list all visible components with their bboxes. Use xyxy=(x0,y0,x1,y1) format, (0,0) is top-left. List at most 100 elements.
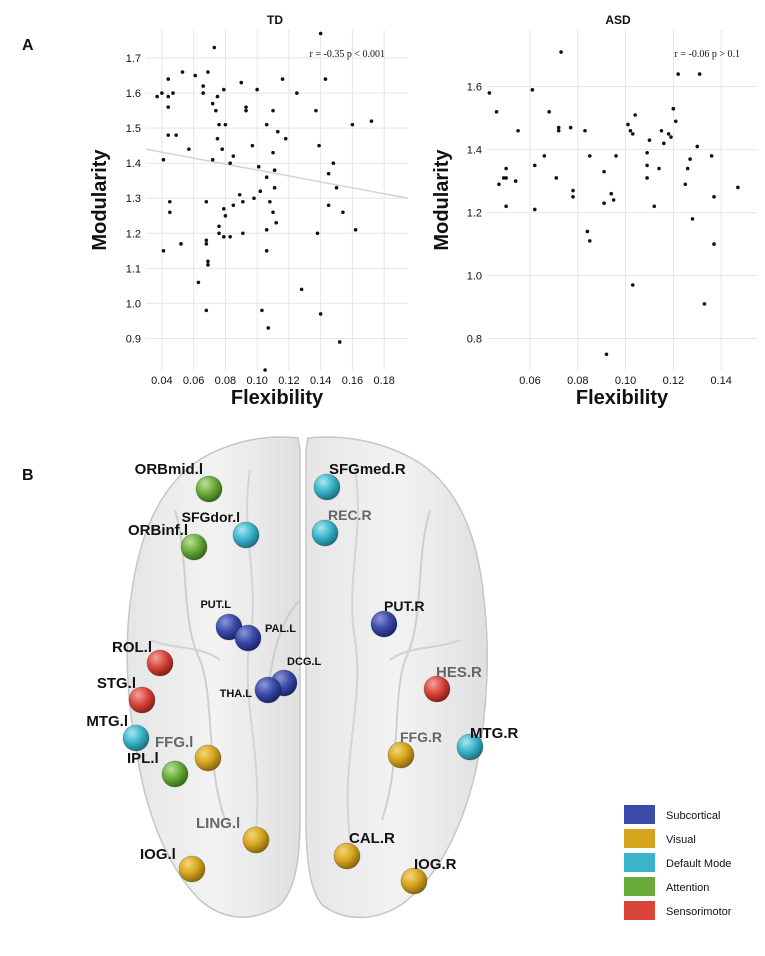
data-point xyxy=(695,144,700,149)
data-point xyxy=(712,195,716,199)
data-point xyxy=(626,122,630,127)
data-point xyxy=(709,154,714,158)
data-point xyxy=(206,263,210,267)
data-point xyxy=(504,204,508,209)
label-ling-l: LING.l xyxy=(196,815,240,832)
node-pal-l xyxy=(234,624,262,652)
label-mtg-l: MTG.l xyxy=(86,713,128,730)
data-point xyxy=(161,249,166,253)
legend-swatch-default_mode xyxy=(624,853,655,872)
x-tick-label: 0.10 xyxy=(615,375,636,387)
node-iog-l xyxy=(178,855,206,883)
data-point xyxy=(268,199,272,204)
y-tick-label: 1.0 xyxy=(467,271,482,283)
data-point xyxy=(155,94,159,99)
data-point xyxy=(201,91,205,95)
data-point xyxy=(280,77,285,81)
data-point xyxy=(314,108,318,113)
data-point xyxy=(571,188,575,193)
data-point xyxy=(318,312,323,316)
data-point xyxy=(337,340,342,344)
label-pal-l: PAL.L xyxy=(265,623,296,635)
data-point xyxy=(196,280,201,285)
data-point xyxy=(272,185,277,190)
data-point xyxy=(645,176,649,180)
x-tick-label: 0.16 xyxy=(342,375,363,387)
node-tha-l xyxy=(254,676,282,704)
legend-label-visual: Visual xyxy=(666,834,696,846)
y-tick-label: 1.7 xyxy=(126,53,141,65)
data-point xyxy=(326,171,331,176)
data-point xyxy=(266,326,271,330)
data-point xyxy=(241,199,245,204)
data-point xyxy=(585,229,590,234)
data-point xyxy=(214,108,218,113)
plot-area xyxy=(146,30,408,370)
data-point xyxy=(204,308,209,313)
label-mtg-r: MTG.R xyxy=(470,725,518,742)
data-point xyxy=(250,143,255,148)
data-point xyxy=(187,147,191,151)
label-cal-r: CAL.R xyxy=(349,830,395,847)
data-point xyxy=(554,176,559,180)
data-point xyxy=(275,129,280,134)
node-ffg-r xyxy=(387,741,415,769)
x-tick-label: 0.04 xyxy=(151,375,172,387)
data-point xyxy=(166,94,171,99)
data-point xyxy=(228,235,232,239)
legend-swatch-subcortical xyxy=(624,805,655,824)
label-stg-l: STG.l xyxy=(97,675,136,692)
data-point xyxy=(611,198,616,202)
data-point xyxy=(630,283,635,287)
data-point xyxy=(166,133,171,137)
td-scatter-chart: 0.04 0.06 0.08 0.10 0.12 0.14 0.16 0.18 0.9 1.0 1.… xyxy=(89,13,409,409)
data-point xyxy=(271,210,275,215)
data-point xyxy=(341,210,345,215)
data-point xyxy=(669,135,673,139)
x-tick-label: 0.12 xyxy=(663,375,684,387)
legend-label-attention: Attention xyxy=(666,882,709,894)
data-point xyxy=(166,77,171,81)
label-hes-r: HES.R xyxy=(436,664,482,681)
x-tick-label: 0.06 xyxy=(519,375,540,387)
y-tick-label: 1.3 xyxy=(126,193,141,205)
data-point xyxy=(736,185,740,190)
data-point xyxy=(244,105,248,109)
data-point xyxy=(676,72,680,76)
data-point xyxy=(334,185,339,190)
node-rol-l xyxy=(146,649,174,677)
data-point xyxy=(264,227,269,232)
data-point xyxy=(231,203,236,208)
x-tick-label: 0.08 xyxy=(567,375,588,387)
data-point xyxy=(504,176,508,180)
node-mtg-r xyxy=(456,733,484,761)
data-point xyxy=(602,201,606,205)
node-ipl-l xyxy=(161,760,189,788)
data-point xyxy=(271,108,275,113)
data-point xyxy=(239,80,244,85)
data-point xyxy=(331,161,336,165)
node-put-r xyxy=(370,610,398,638)
data-point xyxy=(272,168,277,173)
y-tick-label: 1.6 xyxy=(467,82,482,94)
data-point xyxy=(609,191,614,196)
x-tick-label: 0.06 xyxy=(183,375,204,387)
data-point xyxy=(697,72,702,76)
data-point xyxy=(204,238,209,243)
data-point xyxy=(633,113,637,117)
data-point xyxy=(222,235,226,239)
data-point xyxy=(299,287,304,292)
data-point xyxy=(179,242,183,246)
label-iog-l: IOG.l xyxy=(140,846,176,863)
data-point xyxy=(666,132,671,136)
data-point xyxy=(587,239,592,243)
y-tick-label: 1.4 xyxy=(126,158,141,170)
data-point xyxy=(657,166,661,171)
y-tick-label: 1.2 xyxy=(467,208,482,220)
data-point xyxy=(228,161,232,165)
data-point xyxy=(161,157,166,162)
brain-sulcus xyxy=(389,639,461,661)
data-point xyxy=(614,154,618,158)
label-orbinf-l: ORBinf.l xyxy=(128,522,188,539)
